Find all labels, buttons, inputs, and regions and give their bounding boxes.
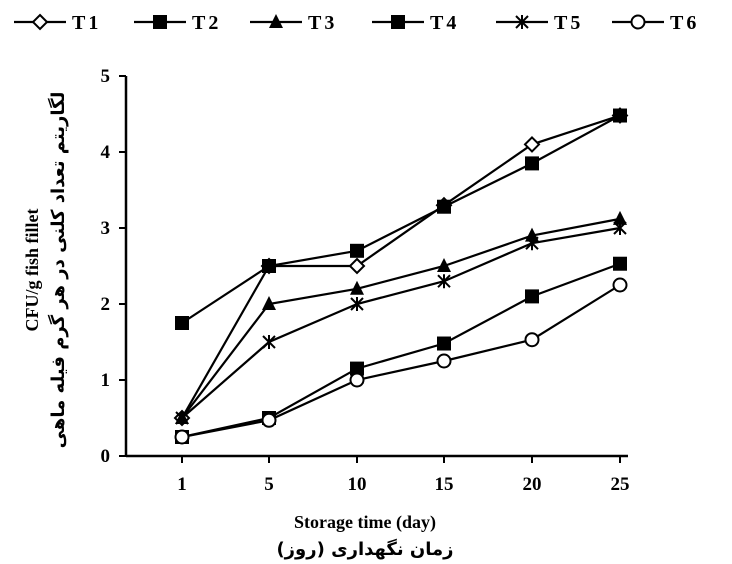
legend-label: T6 [670, 12, 699, 34]
data-point [436, 353, 452, 369]
data-point [613, 221, 627, 235]
legend-marker [630, 14, 646, 30]
data-point [525, 156, 539, 171]
data-point [613, 108, 627, 123]
y-tick-label: 4 [101, 142, 111, 163]
plot-area [173, 107, 629, 445]
series-t6 [174, 277, 628, 445]
x-tick-label: 5 [264, 474, 274, 495]
data-point [175, 411, 189, 425]
data-point [524, 332, 540, 348]
legend-label: T4 [430, 12, 459, 34]
series-line [181, 114, 621, 419]
data-point [262, 335, 276, 349]
legend-label: T1 [72, 12, 101, 34]
data-point [348, 257, 366, 275]
legend-marker [153, 15, 167, 29]
legend-item-t2: T2 [134, 12, 221, 34]
data-point [523, 135, 541, 153]
y-axis-title-persian: لگاریتم تعداد کلنی در هر گرم فیله ماهی [47, 92, 69, 449]
series-line [181, 217, 621, 419]
series-t5 [175, 221, 627, 425]
legend-item-t5: T5 [496, 12, 583, 34]
y-axis-title: CFU/g fish fillet [22, 209, 42, 332]
legend-label: T5 [554, 12, 583, 34]
series-t3 [175, 210, 627, 424]
data-point [350, 297, 364, 311]
data-point [612, 277, 628, 293]
x-tick-label: 20 [523, 474, 542, 495]
y-tick-label: 3 [101, 218, 111, 239]
data-point [350, 280, 364, 295]
x-tick-label: 25 [611, 474, 630, 495]
data-point [613, 210, 627, 225]
series-t2 [175, 108, 627, 330]
legend-item-t4: T4 [372, 12, 459, 34]
axes [119, 75, 628, 463]
x-tick-label: 10 [348, 474, 367, 495]
y-tick-label: 2 [101, 294, 111, 315]
legend-item-t1: T1 [14, 12, 101, 34]
x-tick-label: 15 [435, 474, 454, 495]
data-point [525, 289, 539, 304]
data-point [525, 227, 539, 242]
data-point [261, 412, 277, 428]
data-point [349, 372, 365, 388]
series-line [181, 262, 621, 439]
data-point [437, 258, 451, 272]
data-point [175, 316, 189, 330]
series-t4 [175, 256, 627, 444]
legend-label: T3 [308, 12, 337, 34]
legend-marker [515, 15, 529, 29]
data-point [613, 256, 627, 271]
series-line [181, 284, 621, 439]
data-point [350, 361, 364, 376]
legend-marker [391, 15, 405, 29]
x-tick-label: 1 [177, 474, 187, 495]
legend: T1 T2 T3 T4 T5 T6 [14, 12, 699, 34]
y-tick-label: 5 [101, 66, 111, 87]
legend-item-t6: T6 [612, 12, 699, 34]
data-point [437, 336, 451, 351]
data-point [350, 243, 364, 258]
data-point [437, 199, 451, 214]
legend-marker [269, 14, 283, 28]
series-line [181, 226, 621, 419]
series-t1 [173, 107, 629, 427]
data-point [437, 274, 451, 289]
series-line [181, 114, 621, 324]
data-point [262, 296, 276, 310]
data-point [174, 429, 190, 445]
legend-item-t3: T3 [250, 12, 337, 34]
data-point [525, 236, 539, 251]
legend-label: T2 [192, 12, 221, 34]
data-point [262, 259, 276, 273]
y-tick-label: 0 [101, 446, 111, 467]
x-axis-title: Storage time (day) [294, 512, 436, 533]
y-tick-label: 1 [101, 370, 111, 391]
legend-marker [31, 13, 49, 31]
x-axis-title-persian: زمان نگهداری (روز) [276, 538, 453, 560]
